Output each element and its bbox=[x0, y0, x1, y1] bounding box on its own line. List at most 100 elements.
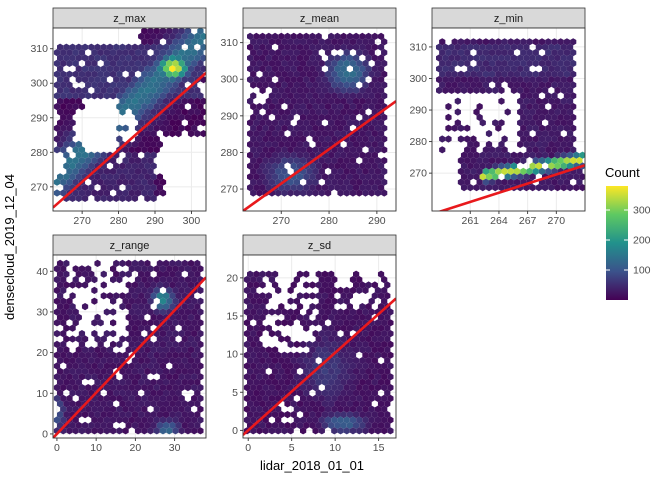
hex-bin bbox=[150, 76, 157, 84]
hex-bin bbox=[97, 427, 104, 435]
hex-bin bbox=[340, 421, 347, 429]
hex-bin bbox=[91, 178, 98, 186]
hex-bin bbox=[191, 384, 198, 392]
hex-bin bbox=[529, 119, 536, 127]
hex-bin bbox=[75, 54, 82, 62]
hex-bin bbox=[377, 324, 385, 332]
hex-bin bbox=[122, 59, 129, 67]
hex-bin bbox=[63, 119, 70, 127]
hex-bin bbox=[153, 340, 160, 348]
hex-bin bbox=[125, 173, 132, 181]
hex-bin bbox=[53, 70, 61, 78]
hex-bin bbox=[337, 157, 344, 165]
hex-bin bbox=[374, 286, 382, 294]
hex-bin bbox=[287, 113, 294, 121]
hex-bin bbox=[119, 367, 126, 375]
hex-bin bbox=[163, 303, 170, 311]
hex-bin bbox=[256, 319, 263, 327]
hex-bin bbox=[150, 357, 157, 365]
hex-bin bbox=[439, 135, 446, 143]
hex-bin bbox=[306, 178, 313, 186]
hex-bin bbox=[128, 405, 135, 413]
hex-bin bbox=[122, 157, 129, 165]
hex-bin bbox=[362, 373, 369, 381]
hex-bin bbox=[353, 324, 360, 332]
hex-bin bbox=[340, 119, 347, 127]
hex-bin bbox=[557, 103, 564, 111]
hex-bin bbox=[334, 184, 341, 192]
hex-bin bbox=[300, 146, 307, 154]
hex-bin bbox=[134, 330, 142, 338]
hex-bin bbox=[349, 38, 357, 46]
hex-bin bbox=[362, 189, 369, 197]
hex-bin bbox=[78, 330, 86, 338]
hex-bin bbox=[309, 97, 316, 105]
hex-bin bbox=[169, 357, 176, 365]
hex-bin bbox=[520, 92, 527, 100]
y-tick-label: 280 bbox=[409, 136, 427, 148]
hex-bin bbox=[287, 59, 294, 67]
hex-bin bbox=[63, 173, 70, 181]
hex-bin bbox=[381, 189, 388, 197]
hex-bin bbox=[153, 70, 160, 78]
hex-bin bbox=[144, 32, 151, 40]
hex-bin bbox=[566, 140, 574, 148]
y-tick-label: 300 bbox=[409, 73, 427, 85]
hex-bin bbox=[337, 394, 344, 402]
hex-bin bbox=[144, 162, 151, 170]
hex-bin bbox=[247, 140, 254, 148]
hex-bin bbox=[259, 346, 266, 354]
hex-bin bbox=[281, 308, 288, 316]
hex-bin bbox=[346, 43, 353, 51]
hex-bin bbox=[191, 276, 198, 284]
hex-bin bbox=[181, 313, 188, 321]
hex-bin bbox=[309, 108, 316, 116]
hex-bin bbox=[153, 146, 160, 154]
hex-bin bbox=[262, 394, 269, 402]
hex-bin bbox=[545, 135, 552, 143]
hex-bin bbox=[321, 43, 329, 51]
hex-bin bbox=[371, 184, 378, 192]
hex-bin bbox=[131, 421, 139, 429]
hex-bin bbox=[545, 178, 552, 186]
hex-bin bbox=[312, 189, 319, 197]
hex-bin bbox=[554, 162, 561, 170]
hex-bin bbox=[172, 113, 179, 121]
hex-bin bbox=[91, 373, 98, 381]
hex-bin bbox=[265, 389, 272, 397]
y-tick-label: 40 bbox=[36, 266, 48, 278]
hex-bin bbox=[498, 65, 505, 73]
hex-bin bbox=[545, 157, 552, 165]
hex-bin bbox=[535, 97, 542, 105]
hex-bin bbox=[436, 76, 443, 84]
hex-bin bbox=[451, 81, 458, 89]
hex-bin bbox=[53, 189, 61, 197]
hex-bin bbox=[94, 65, 101, 73]
hex-bin bbox=[250, 351, 257, 359]
hex-bin bbox=[296, 303, 304, 311]
hex-bin bbox=[337, 384, 344, 392]
hex-bin bbox=[439, 81, 446, 89]
hex-bin bbox=[495, 81, 502, 89]
hex-bin bbox=[150, 54, 157, 62]
x-tick-label: 270 bbox=[272, 215, 290, 227]
hex-bin bbox=[281, 113, 288, 121]
hex-bin bbox=[63, 281, 70, 289]
hex-bin bbox=[169, 421, 176, 429]
hex-bin bbox=[159, 92, 167, 100]
x-tick-label: 0 bbox=[54, 442, 60, 454]
hex-bin bbox=[482, 157, 489, 165]
hex-bin bbox=[125, 346, 132, 354]
hex-bin bbox=[97, 373, 104, 381]
hex-bin bbox=[91, 319, 98, 327]
hex-bin bbox=[200, 119, 206, 127]
hex-bin bbox=[359, 281, 366, 289]
hex-bin bbox=[442, 65, 449, 73]
hex-bin bbox=[181, 421, 188, 429]
hex-bin bbox=[328, 184, 335, 192]
hex-bin bbox=[150, 108, 157, 116]
hex-bin bbox=[103, 92, 110, 100]
hex-bin bbox=[498, 151, 505, 159]
